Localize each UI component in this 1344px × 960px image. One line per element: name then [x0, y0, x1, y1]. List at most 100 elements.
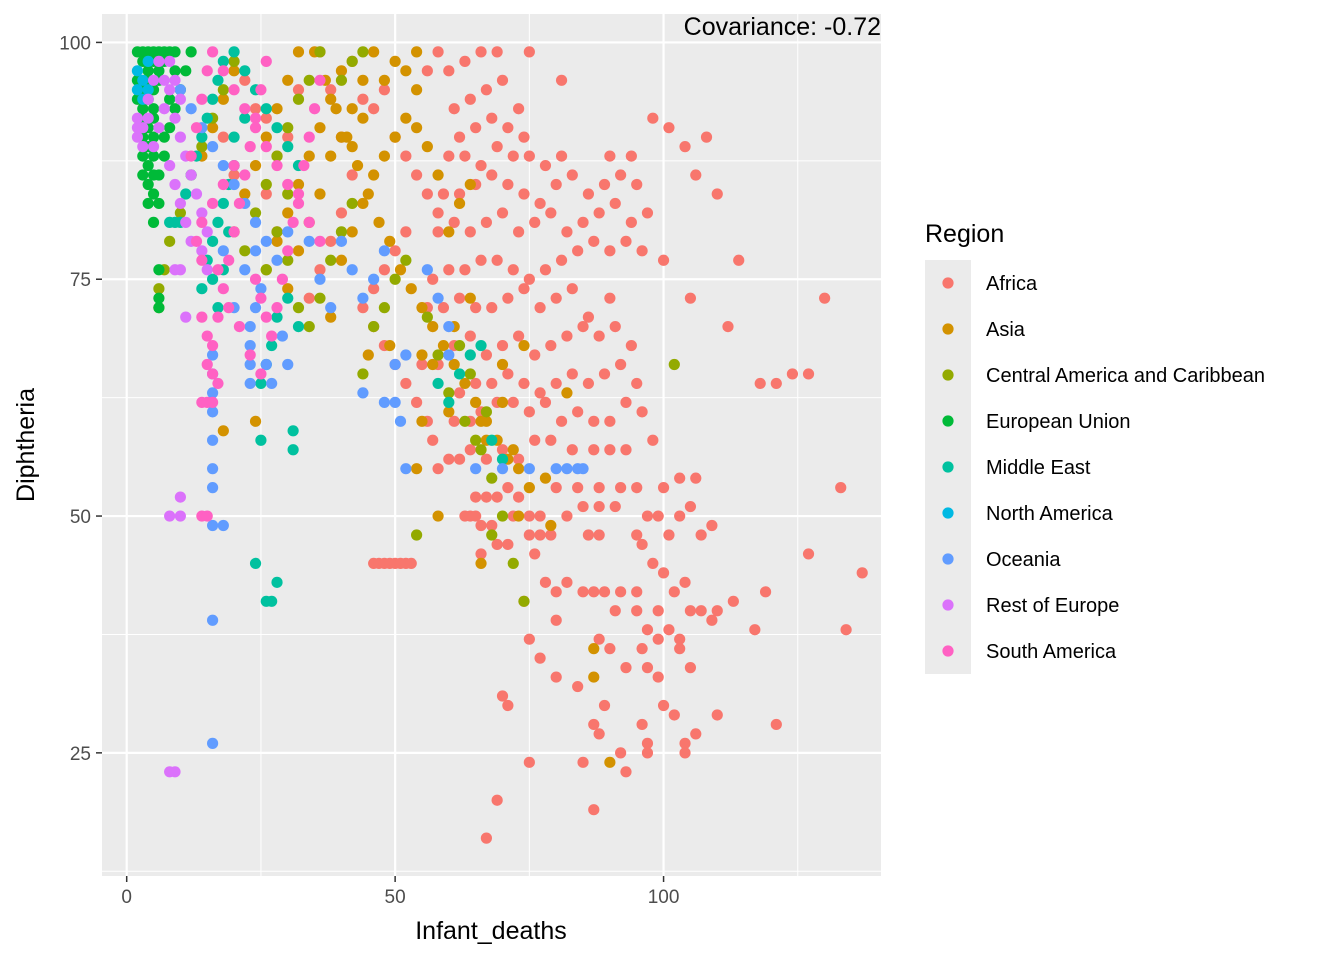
- point-africa: [700, 131, 713, 143]
- point-oceania: [249, 216, 262, 228]
- point-european-union: [153, 197, 165, 210]
- point-central-america-and-caribbean: [480, 406, 492, 418]
- point-european-union: [169, 65, 181, 77]
- point-africa: [561, 576, 573, 588]
- point-central-america-and-caribbean: [217, 84, 229, 96]
- point-africa: [529, 548, 541, 560]
- point-africa: [260, 188, 272, 200]
- point-africa: [582, 529, 595, 541]
- point-oceania: [282, 358, 294, 371]
- point-oceania: [282, 226, 294, 238]
- point-africa: [690, 728, 702, 740]
- point-middle-east: [271, 122, 283, 134]
- point-africa: [631, 529, 643, 541]
- point-central-america-and-caribbean: [271, 150, 283, 162]
- point-asia: [384, 235, 396, 247]
- point-rest-of-europe: [142, 93, 154, 105]
- point-africa: [684, 662, 697, 674]
- point-central-america-and-caribbean: [453, 339, 466, 352]
- point-middle-east: [292, 320, 305, 333]
- point-central-america-and-caribbean: [164, 235, 176, 247]
- point-africa: [593, 330, 605, 342]
- point-central-america-and-caribbean: [357, 46, 369, 58]
- point-africa: [609, 197, 621, 210]
- point-south-america: [201, 330, 213, 342]
- point-africa: [733, 254, 745, 266]
- point-european-union: [164, 122, 176, 134]
- point-rest-of-europe: [201, 264, 213, 276]
- point-rest-of-europe: [180, 311, 192, 323]
- point-asia: [314, 122, 326, 134]
- point-africa: [636, 245, 648, 257]
- point-africa: [453, 292, 466, 304]
- point-asia: [459, 377, 471, 390]
- point-rest-of-europe: [169, 178, 181, 191]
- point-middle-east: [282, 292, 294, 304]
- point-middle-east: [486, 434, 498, 446]
- point-asia: [400, 65, 412, 77]
- point-central-america-and-caribbean: [378, 302, 390, 314]
- point-middle-east: [239, 112, 251, 124]
- point-oceania: [244, 320, 256, 333]
- point-oceania: [206, 349, 219, 361]
- point-middle-east: [496, 453, 509, 465]
- point-south-america: [217, 178, 229, 191]
- point-africa: [550, 178, 562, 191]
- point-oceania: [523, 463, 535, 475]
- point-africa: [674, 472, 686, 484]
- point-south-america: [196, 93, 208, 105]
- point-asia: [282, 74, 294, 86]
- point-asia: [394, 264, 407, 276]
- legend-key: [942, 277, 954, 289]
- legend-label: South America: [986, 641, 1117, 663]
- point-european-union: [164, 93, 176, 105]
- point-asia: [378, 150, 390, 162]
- legend-key: [942, 599, 954, 611]
- point-africa: [491, 46, 503, 58]
- point-oceania: [421, 264, 433, 276]
- point-africa: [529, 216, 541, 228]
- point-africa: [513, 103, 525, 115]
- point-north-america: [131, 84, 144, 96]
- point-africa: [555, 415, 568, 427]
- point-european-union: [147, 103, 160, 115]
- point-africa: [572, 482, 584, 494]
- point-asia: [292, 46, 305, 58]
- point-asia: [346, 141, 358, 153]
- point-south-america: [228, 226, 240, 238]
- point-africa: [239, 74, 251, 86]
- point-middle-east: [287, 444, 299, 456]
- point-central-america-and-caribbean: [486, 472, 498, 484]
- point-africa: [513, 226, 525, 238]
- point-africa: [641, 624, 654, 636]
- point-africa: [486, 519, 498, 532]
- point-africa: [631, 586, 643, 598]
- point-africa: [470, 302, 482, 314]
- point-africa: [604, 245, 616, 257]
- point-south-america: [255, 292, 267, 304]
- point-central-america-and-caribbean: [292, 302, 305, 314]
- point-africa: [566, 368, 578, 380]
- point-africa: [625, 216, 637, 228]
- point-oceania: [217, 159, 229, 172]
- point-africa: [647, 434, 659, 446]
- point-oceania: [260, 235, 272, 247]
- point-africa: [529, 349, 541, 361]
- point-africa: [502, 538, 514, 551]
- point-rest-of-europe: [153, 55, 165, 67]
- point-africa: [631, 605, 643, 617]
- point-middle-east: [212, 216, 224, 228]
- point-middle-east: [255, 434, 267, 446]
- point-european-union: [185, 46, 197, 58]
- point-asia: [416, 415, 428, 427]
- point-oceania: [249, 302, 262, 314]
- legend-label: European Union: [986, 411, 1131, 433]
- point-central-america-and-caribbean: [271, 226, 283, 238]
- point-africa: [507, 396, 519, 408]
- point-oceania: [561, 463, 573, 475]
- x-tick-label: 50: [385, 887, 406, 908]
- point-africa: [593, 529, 605, 541]
- point-central-america-and-caribbean: [432, 349, 444, 361]
- point-africa: [620, 235, 632, 247]
